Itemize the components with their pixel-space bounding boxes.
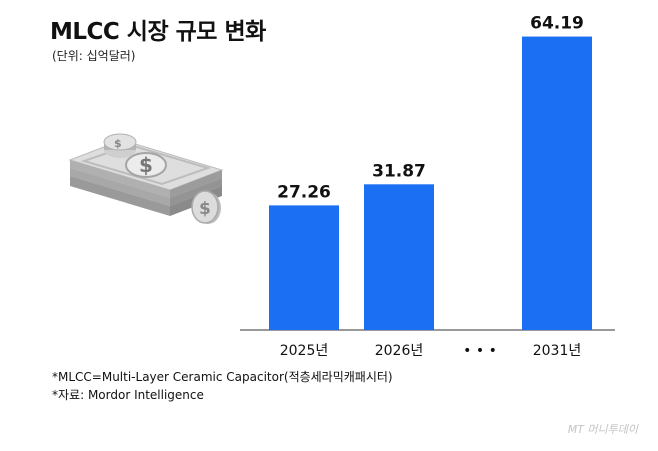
svg-text:$: $ — [199, 199, 211, 219]
bar-0 — [269, 205, 339, 330]
data-label-0: 27.26 — [277, 182, 331, 202]
tick-label-1: 2026년 — [375, 343, 424, 359]
tick-label-2: • • • — [463, 343, 497, 359]
tick-label-3: 2031년 — [533, 343, 582, 359]
svg-text:$: $ — [114, 137, 122, 150]
footnote-definition: *MLCC=Multi-Layer Ceramic Capacitor(적층세라… — [52, 370, 393, 384]
unit-label: (단위: 십억달러) — [52, 49, 136, 63]
chart-title: MLCC 시장 규모 변화 — [50, 19, 266, 45]
bar-1 — [364, 184, 434, 330]
publisher-credit: MT 머니투데이 — [567, 423, 638, 436]
footnote-source: *자료: Mordor Intelligence — [52, 388, 204, 402]
money-stack-icon: $ $ $ — [68, 133, 224, 224]
svg-text:$: $ — [139, 153, 153, 177]
bar-3 — [522, 36, 592, 331]
data-label-1: 31.87 — [372, 161, 426, 181]
data-label-3: 64.19 — [530, 14, 584, 34]
tick-label-0: 2025년 — [280, 343, 329, 359]
